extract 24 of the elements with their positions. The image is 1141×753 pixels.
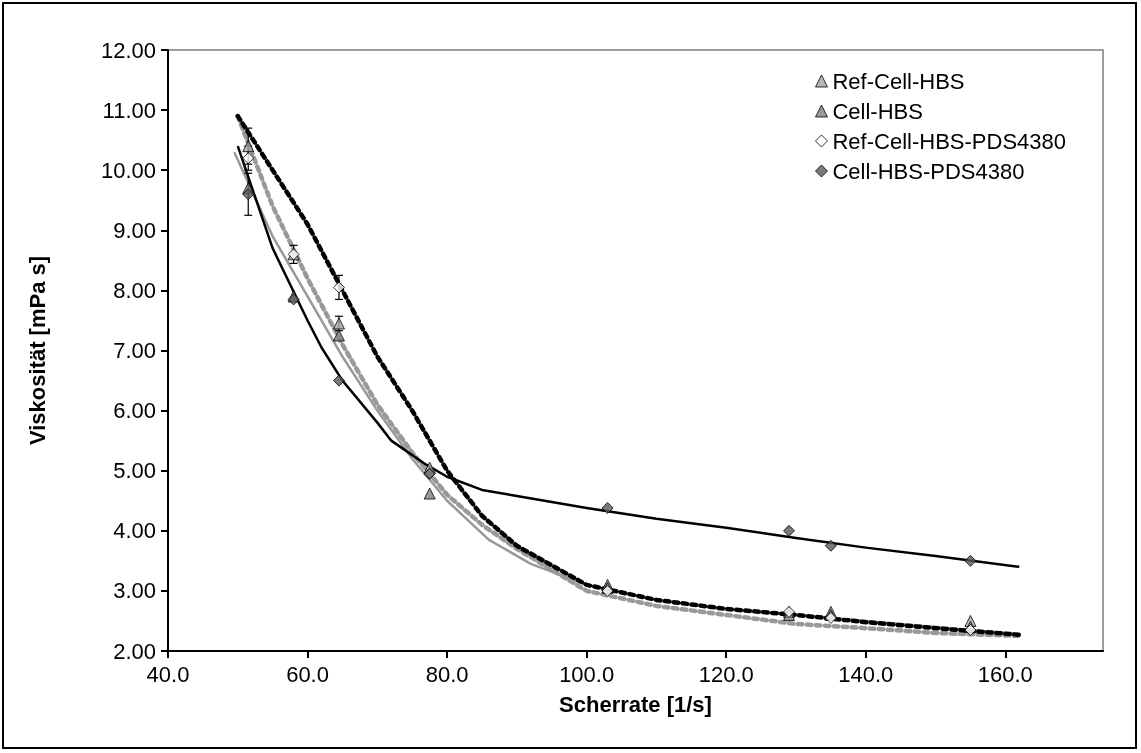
y-tick-label: 7.00 — [113, 338, 156, 363]
y-tick-label: 6.00 — [113, 398, 156, 424]
x-tick-label: 160.0 — [977, 661, 1033, 687]
x-tick-label: 140.0 — [838, 661, 894, 687]
legend-label: Cell-HBS-PDS4380 — [832, 158, 1025, 184]
legend-label: Ref-Cell-HBS-PDS4380 — [832, 128, 1067, 154]
legend-label: Ref-Cell-HBS — [832, 68, 965, 94]
legend-label: Cell-HBS — [832, 98, 923, 124]
x-tick-label: 100.0 — [559, 661, 615, 687]
x-tick-label: 40.0 — [146, 661, 190, 687]
x-axis-title: Scherrate [1/s] — [559, 691, 712, 717]
x-tick-label: 60.0 — [286, 661, 329, 687]
y-tick-label: 12.00 — [100, 37, 156, 63]
y-tick-label: 2.00 — [113, 638, 156, 664]
x-tick-label: 120.0 — [698, 661, 754, 687]
y-tick-label: 11.00 — [102, 97, 156, 123]
y-tick-label: 4.00 — [113, 518, 156, 544]
x-tick-label: 80.0 — [425, 661, 469, 687]
y-tick-label: 8.00 — [113, 277, 156, 303]
y-tick-label: 3.00 — [113, 578, 156, 604]
y-tick-label: 9.00 — [113, 217, 156, 243]
y-tick-label: 5.00 — [113, 458, 156, 484]
y-tick-label: 10.00 — [100, 157, 156, 183]
y-axis-title: Viskosität [mPa s] — [24, 255, 50, 446]
